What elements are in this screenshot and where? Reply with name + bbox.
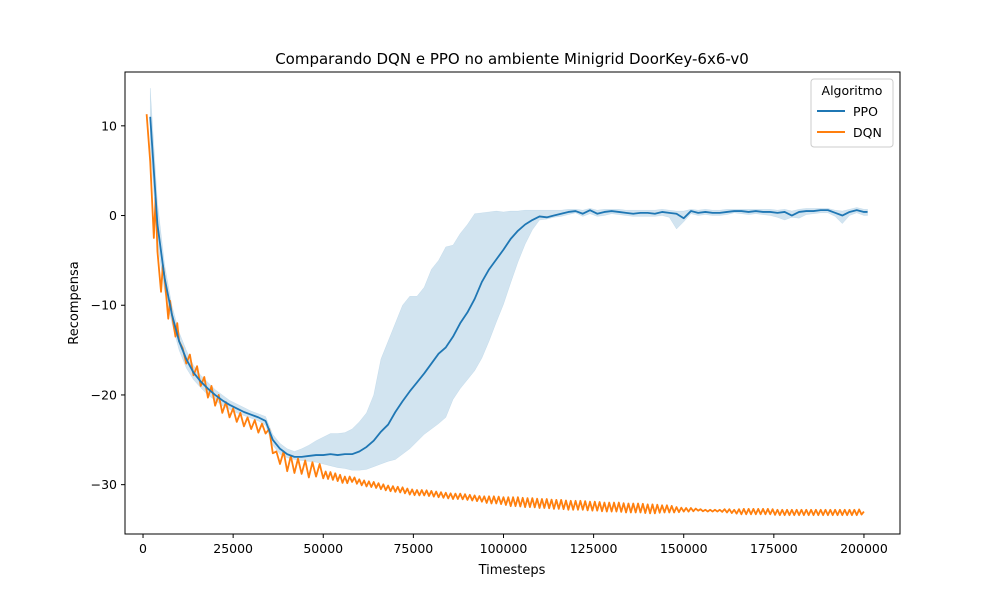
x-tick-label: 125000: [570, 541, 618, 556]
x-tick-label: 150000: [660, 541, 708, 556]
x-tick-label: 175000: [750, 541, 798, 556]
x-axis: 0 25000 50000 75000 100000 125000 150000 175000…: [139, 534, 888, 556]
dqn-line: [145, 114, 865, 517]
y-tick-label: −10: [91, 298, 117, 313]
ppo-confidence-band: [149, 88, 868, 471]
chart-title: Comparando DQN e PPO no ambiente Minigri…: [275, 50, 749, 68]
plot-area: [145, 88, 868, 517]
y-axis: 10 0 −10 −20 −30: [91, 118, 125, 492]
legend-label-ppo: PPO: [853, 104, 878, 119]
x-tick-label: 0: [139, 541, 147, 556]
y-tick-label: −20: [91, 387, 117, 402]
legend: Algoritmo PPO DQN: [810, 78, 894, 148]
x-axis-label: Timesteps: [478, 563, 546, 578]
x-tick-label: 75000: [393, 541, 433, 556]
ppo-line: [149, 116, 868, 458]
legend-title: Algoritmo: [822, 83, 883, 98]
x-tick-label: 50000: [303, 541, 343, 556]
plot-frame: [124, 71, 901, 535]
x-tick-label: 100000: [480, 541, 528, 556]
y-tick-label: −30: [91, 477, 117, 492]
legend-label-dqn: DQN: [853, 125, 882, 140]
y-tick-label: 10: [101, 118, 117, 133]
x-tick-label: 200000: [840, 541, 888, 556]
x-tick-label: 25000: [213, 541, 253, 556]
legend-box: [810, 78, 894, 148]
y-axis-label: Recompensa: [67, 261, 82, 344]
y-tick-label: 0: [109, 208, 117, 223]
